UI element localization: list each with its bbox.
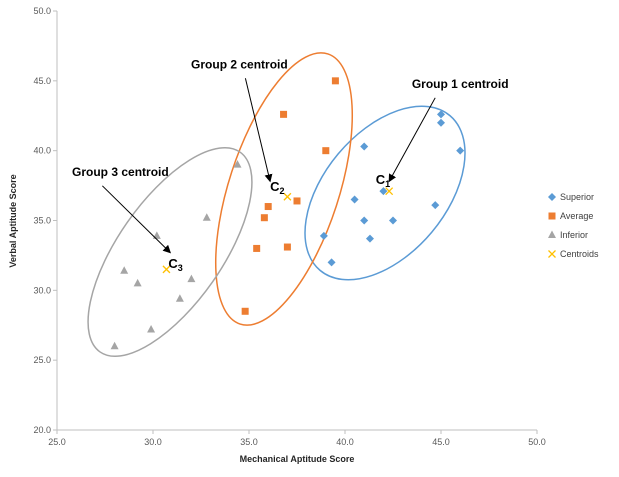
data-points — [110, 77, 465, 350]
annotation-label: Group 1 centroid — [412, 77, 509, 91]
y-tick-label: 50.0 — [33, 6, 51, 16]
point-superior — [389, 216, 397, 225]
point-average — [280, 110, 288, 118]
point-inferior — [147, 324, 156, 333]
ellipse-group-inferior — [87, 146, 253, 358]
x-tick-label: 45.0 — [432, 437, 450, 447]
point-superior — [360, 142, 369, 151]
point-inferior — [187, 274, 196, 283]
point-average — [331, 77, 339, 85]
point-centroids — [162, 265, 171, 274]
legend-marker-centroids — [548, 250, 556, 258]
y-tick-label: 30.0 — [33, 285, 51, 295]
annotation-arrow — [102, 185, 171, 254]
legend-marker-superior — [548, 193, 556, 201]
legend: Superior Average Inferior Centroids — [548, 192, 599, 259]
legend-marker-average — [548, 212, 556, 220]
point-inferior — [202, 213, 211, 221]
legend-label: Superior — [560, 192, 594, 202]
point-inferior — [233, 160, 242, 168]
point-inferior — [110, 341, 119, 350]
ellipse-group-average — [214, 52, 354, 326]
point-superior — [456, 146, 465, 155]
x-tick-label: 40.0 — [336, 437, 354, 447]
point-superior — [360, 216, 369, 225]
y-tick-label: 35.0 — [33, 216, 51, 226]
legend-label: Average — [560, 211, 593, 221]
point-average — [264, 203, 272, 211]
point-average — [283, 243, 291, 251]
point-average — [293, 197, 301, 205]
point-inferior — [133, 278, 142, 287]
x-axis-title: Mechanical Aptitude Score — [240, 454, 355, 464]
point-superior — [379, 187, 388, 196]
legend-marker-inferior — [548, 230, 556, 238]
annotation-arrow — [388, 97, 436, 183]
point-superior — [431, 201, 440, 210]
axis-titles: Mechanical Aptitude Score Verbal Aptitud… — [8, 174, 354, 464]
ellipse-group-superior — [304, 105, 466, 281]
point-inferior — [175, 294, 184, 302]
point-inferior — [152, 231, 161, 239]
y-tick-label: 25.0 — [33, 355, 51, 365]
y-axis-title: Verbal Aptitude Score — [8, 174, 18, 267]
x-tick-label: 50.0 — [528, 437, 546, 447]
legend-label: Inferior — [560, 230, 588, 240]
point-average — [322, 147, 330, 155]
annotation-label: Group 3 centroid — [72, 165, 169, 179]
centroid-labels: C1 C2 C3 — [168, 172, 390, 273]
x-tick-label: 30.0 — [144, 437, 162, 447]
point-average — [241, 307, 249, 315]
annotation-label: Group 2 centroid — [191, 57, 288, 71]
y-tick-label: 40.0 — [33, 146, 51, 156]
point-superior — [437, 118, 445, 127]
point-superior — [437, 110, 445, 119]
annotation-arrow — [244, 78, 273, 183]
point-superior — [365, 234, 374, 243]
point-centroids — [283, 192, 292, 201]
legend-label: Centroids — [560, 249, 599, 259]
x-tick-label: 25.0 — [48, 437, 66, 447]
centroid-label: C3 — [168, 256, 182, 273]
point-superior — [350, 195, 359, 204]
y-tick-label: 45.0 — [33, 76, 51, 86]
y-tick-label: 20.0 — [33, 425, 51, 435]
point-average — [253, 244, 261, 252]
centroid-label: C1 — [376, 172, 390, 189]
point-centroids — [385, 187, 394, 196]
tick-labels: 25.0 30.0 35.0 40.0 45.0 50.0 20.0 25.0 30.0 35.0… — [33, 6, 545, 447]
x-tick-label: 35.0 — [240, 437, 258, 447]
point-average — [260, 214, 268, 222]
point-superior — [327, 258, 336, 267]
annotations: Group 1 centroid Group 2 centroid Group 3 … — [72, 57, 509, 254]
group-ellipses — [87, 52, 466, 358]
centroid-label: C2 — [270, 179, 284, 196]
point-superior — [319, 231, 328, 240]
point-inferior — [120, 266, 129, 274]
